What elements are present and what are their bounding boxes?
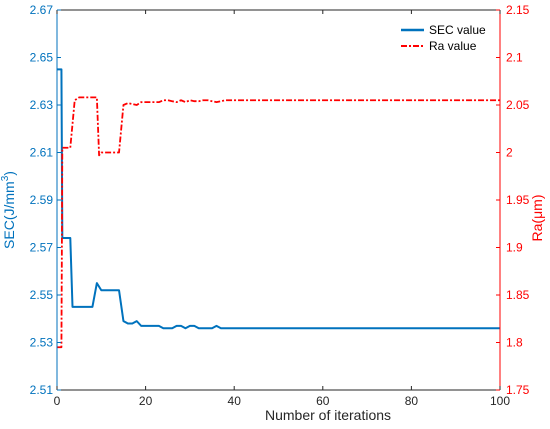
x-tick-label: 100 <box>490 394 510 408</box>
legend: SEC value Ra value <box>394 18 498 56</box>
x-tick-label: 20 <box>139 394 153 408</box>
legend-label-sec: SEC value <box>429 23 486 37</box>
right-y-tick-label: 2.05 <box>506 98 530 112</box>
series-lines <box>57 68 500 349</box>
series-line-sec <box>57 68 500 330</box>
legend-box <box>394 18 498 56</box>
right-y-tick-label: 1.9 <box>506 241 523 255</box>
x-axis-title: Number of iterations <box>265 407 391 423</box>
left-y-tick-label: 2.55 <box>30 288 54 302</box>
right-y-tick-label: 2.1 <box>506 51 523 65</box>
right-y-tick-label: 2 <box>506 146 513 160</box>
series-line-ra <box>57 96 500 349</box>
right-y-tick-label: 2.15 <box>506 3 530 17</box>
left-y-tick-label: 2.65 <box>30 51 54 65</box>
x-tick-label: 0 <box>54 394 61 408</box>
left-y-tick-label: 2.51 <box>30 383 54 397</box>
left-y-axis-title-suffix: ) <box>1 171 17 176</box>
left-y-axis-title-main: SEC(J/mm <box>1 181 17 249</box>
legend-label-ra: Ra value <box>429 39 477 53</box>
left-y-axis-title: SEC(J/mm3) <box>0 171 17 249</box>
right-y-tick-label: 1.85 <box>506 288 530 302</box>
plot-background <box>57 10 500 390</box>
axes: 0 20 40 60 80 100 2.51 2.53 2.55 2.57 2.59 2.61 2.63… <box>30 3 530 408</box>
plot-area <box>57 10 500 390</box>
left-y-tick-label: 2.61 <box>30 146 54 160</box>
right-y-tick-label: 1.75 <box>506 383 530 397</box>
right-y-tick-label: 1.95 <box>506 193 530 207</box>
right-y-tick-label: 1.8 <box>506 336 523 350</box>
x-tick-label: 80 <box>405 394 419 408</box>
left-y-tick-label: 2.57 <box>30 241 54 255</box>
x-tick-label: 60 <box>316 394 330 408</box>
left-y-tick-label: 2.59 <box>30 193 54 207</box>
left-y-axis-title-superscript: 3 <box>0 175 11 181</box>
left-y-tick-label: 2.53 <box>30 336 54 350</box>
left-y-tick-label: 2.67 <box>30 3 54 17</box>
x-tick-label: 40 <box>228 394 242 408</box>
left-y-tick-label: 2.63 <box>30 98 54 112</box>
right-y-axis-title: Ra(μm) <box>529 195 545 242</box>
